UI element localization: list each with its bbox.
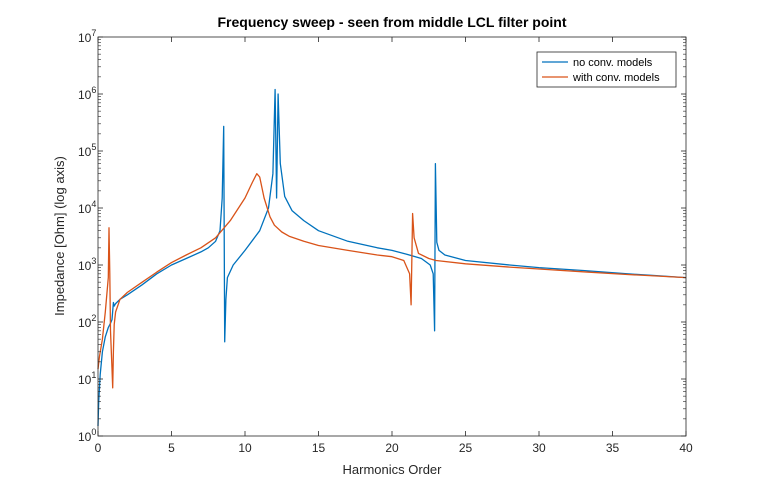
y-tick-base: 10 (78, 373, 92, 387)
series-line-no-conv-models (97, 88, 687, 427)
x-tick-label: 25 (459, 441, 473, 455)
x-tick-label: 35 (606, 441, 620, 455)
y-tick-base: 10 (78, 430, 92, 444)
y-tick-exponent: 2 (91, 313, 96, 323)
legend-box (536, 51, 677, 88)
plot-area (98, 37, 686, 436)
y-tick-label: 106 (78, 85, 96, 102)
legend-label-no-conv-models: no conv. models (573, 57, 653, 69)
y-tick-base: 10 (78, 88, 92, 102)
y-tick-exponent: 0 (91, 427, 96, 437)
legend: no conv. models with conv. models (536, 51, 677, 88)
y-tick-label: 100 (78, 427, 96, 444)
x-tick-label: 5 (168, 441, 175, 455)
y-tick-exponent: 3 (91, 256, 96, 266)
y-tick-label: 103 (78, 256, 96, 273)
y-tick-exponent: 6 (91, 85, 96, 95)
x-tick-label: 10 (238, 441, 252, 455)
x-tick-label: 0 (95, 441, 102, 455)
y-axis-label: Impedance [Ohm] (log axis) (52, 156, 67, 316)
x-tick-label: 20 (385, 441, 399, 455)
y-tick-base: 10 (78, 202, 92, 216)
y-tick-label: 104 (78, 199, 96, 216)
series-line-with-conv-models (97, 173, 687, 389)
y-tick-exponent: 4 (91, 199, 96, 209)
y-tick-base: 10 (78, 31, 92, 45)
x-tick-label: 30 (532, 441, 546, 455)
y-tick-exponent: 5 (91, 142, 96, 152)
y-tick-label: 101 (78, 370, 96, 387)
y-tick-exponent: 7 (91, 28, 96, 38)
x-tick-label: 40 (679, 441, 693, 455)
chart-title: Frequency sweep - seen from middle LCL f… (217, 14, 566, 30)
y-tick-exponent: 1 (91, 370, 96, 380)
y-tick-base: 10 (78, 259, 92, 273)
y-tick-base: 10 (78, 316, 92, 330)
series-layer (97, 88, 687, 427)
y-tick-label: 107 (78, 28, 96, 45)
y-tick-label: 105 (78, 142, 96, 159)
x-axis-label: Harmonics Order (343, 462, 443, 477)
x-tick-label: 15 (312, 441, 326, 455)
legend-label-with-conv-models: with conv. models (572, 72, 660, 84)
y-tick-base: 10 (78, 145, 92, 159)
y-tick-label: 102 (78, 313, 96, 330)
